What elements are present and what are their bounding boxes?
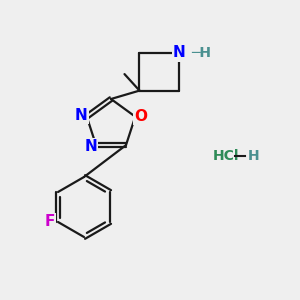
Text: N: N [84,139,97,154]
Text: O: O [134,109,147,124]
Text: HCl: HCl [213,149,239,163]
Text: ─H: ─H [191,46,211,60]
Text: N: N [173,45,185,60]
Text: F: F [44,214,55,230]
Text: H: H [248,149,259,163]
Text: N: N [75,108,88,123]
